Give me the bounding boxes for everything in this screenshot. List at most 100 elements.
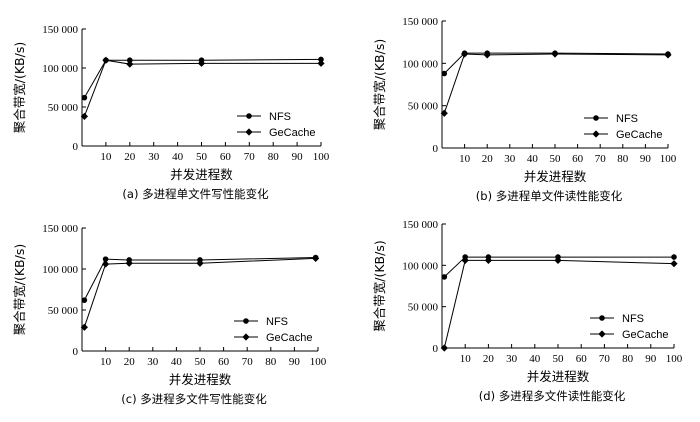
x-tick-label: 90 <box>292 151 304 163</box>
data-point-gecache <box>197 59 206 67</box>
legend-marker-nfs <box>593 115 599 121</box>
chart-panel-b: 0 50 000 100 000 150 000 10 20 30 40 50 60 70 80 90 1… <box>350 0 700 211</box>
x-tick-label: 100 <box>313 151 330 163</box>
data-point-gecache <box>317 59 325 67</box>
y-tick-label: 0 <box>73 346 79 358</box>
x-tick-label: 60 <box>218 356 230 368</box>
x-tick-label: 100 <box>660 153 677 165</box>
series-line-gecache <box>83 59 321 117</box>
data-point-gecache <box>126 60 134 68</box>
data-point-gecache <box>554 256 562 264</box>
x-tick-label: 20 <box>124 151 136 163</box>
data-point-gecache <box>80 323 88 331</box>
legend-label-gecache: GeCache <box>269 127 315 139</box>
x-tick-label: 40 <box>172 151 184 163</box>
x-tick-label: 30 <box>148 151 160 163</box>
y-tick-label: 100 000 <box>402 58 438 70</box>
x-tick-label: 10 <box>459 153 471 165</box>
data-point-gecache <box>664 51 672 59</box>
y-axis-label: 聚合带宽/(KB/s) <box>372 39 387 130</box>
x-tick-label: 10 <box>460 353 472 365</box>
chart-panel-d: 0 50 000 100 000 150 000 10 20 30 40 50 60 70 80 90 1… <box>350 211 700 422</box>
x-tick-label: 40 <box>529 353 541 365</box>
chart-panel-c: 0 50 000 100 000 150 000 10 20 30 40 50 60 70 80 90 1… <box>0 211 350 422</box>
legend-marker-nfs <box>246 113 252 119</box>
x-tick-label: 20 <box>483 353 495 365</box>
x-tick-label: 70 <box>244 151 256 163</box>
y-tick-label: 0 <box>73 141 79 153</box>
legend-marker-gecache <box>242 333 250 341</box>
x-tick-label: 50 <box>553 353 565 365</box>
legend-label-gecache: GeCache <box>616 129 662 141</box>
data-point-nfs <box>441 274 448 280</box>
data-point-gecache <box>80 112 88 120</box>
chart-caption: (b) 多进程单文件读性能变化 <box>476 189 623 203</box>
x-tick-label: 90 <box>640 153 652 165</box>
legend-marker-nfs <box>243 318 249 324</box>
legend-label-nfs: NFS <box>622 313 644 325</box>
data-point-gecache <box>483 51 491 59</box>
x-tick-label: 30 <box>147 356 159 368</box>
x-tick-label: 40 <box>527 153 539 165</box>
x-axis-label: 并发进程数 <box>524 169 587 184</box>
x-tick-label: 60 <box>576 353 588 365</box>
x-tick-label: 100 <box>666 353 683 365</box>
data-point-gecache <box>102 260 110 268</box>
y-tick-label: 100 000 <box>402 260 438 272</box>
x-tick-label: 80 <box>617 153 629 165</box>
x-tick-label: 10 <box>100 356 112 368</box>
chart-svg-c: 0 50 000 100 000 150 000 10 20 30 40 50 60 70 80 90 1… <box>12 223 327 406</box>
x-axis-label: 并发进程数 <box>169 372 232 387</box>
y-axis-label: 聚合带宽/(KB/s) <box>372 240 387 331</box>
x-tick-label: 50 <box>195 356 207 368</box>
series-line-gecache <box>443 53 669 114</box>
y-tick-label: 0 <box>433 143 439 155</box>
x-tick-label: 40 <box>171 356 183 368</box>
x-tick-label: 70 <box>599 353 611 365</box>
data-point-gecache <box>440 109 448 117</box>
x-tick-label: 50 <box>550 153 562 165</box>
data-point-gecache <box>312 254 320 262</box>
x-tick-label: 80 <box>265 356 277 368</box>
legend-label-nfs: NFS <box>616 113 638 125</box>
data-point-gecache <box>551 50 559 58</box>
legend-label-gecache: GeCache <box>266 332 312 344</box>
data-point-nfs <box>102 256 109 262</box>
y-tick-label: 100 000 <box>42 264 78 276</box>
x-tick-label: 20 <box>482 153 494 165</box>
legend-marker-gecache <box>598 330 606 338</box>
legend-label-nfs: NFS <box>266 316 288 328</box>
x-axis-label: 并发进程数 <box>527 369 590 384</box>
x-tick-label: 90 <box>645 353 657 365</box>
x-tick-label: 70 <box>595 153 607 165</box>
y-tick-label: 50 000 <box>408 302 439 314</box>
chart-caption: (d) 多进程多文件读性能变化 <box>479 389 626 403</box>
chart-caption: (a) 多进程单文件写性能变化 <box>122 187 269 201</box>
y-tick-label: 0 <box>433 343 439 355</box>
data-point-nfs <box>671 254 677 260</box>
y-tick-label: 50 000 <box>48 305 79 317</box>
y-axis-label: 聚合带宽/(KB/s) <box>12 42 27 133</box>
chart-caption: (c) 多进程多文件写性能变化 <box>121 392 267 406</box>
legend-marker-nfs <box>599 315 605 321</box>
data-point-nfs <box>81 94 88 101</box>
x-tick-label: 80 <box>622 353 634 365</box>
x-tick-label: 90 <box>289 356 301 368</box>
x-tick-label: 60 <box>220 151 232 163</box>
x-tick-label: 60 <box>572 153 584 165</box>
x-tick-label: 10 <box>100 151 112 163</box>
y-tick-label: 50 000 <box>48 102 79 114</box>
data-point-gecache <box>461 50 469 58</box>
y-tick-label: 100 000 <box>42 63 78 75</box>
x-tick-label: 80 <box>268 151 280 163</box>
y-tick-label: 150 000 <box>42 223 78 235</box>
x-tick-label: 20 <box>124 356 136 368</box>
chart-svg-b: 0 50 000 100 000 150 000 10 20 30 40 50 60 70 80 90 1… <box>372 16 677 203</box>
chart-panel-a: 0 50 000 100 000 150 000 10 20 30 40 50 60 70 80 90 1… <box>0 0 350 211</box>
data-point-nfs <box>81 297 88 303</box>
data-point-gecache <box>102 56 110 64</box>
x-axis-label: 并发进程数 <box>170 167 233 182</box>
x-tick-label: 30 <box>504 153 516 165</box>
legend-marker-gecache <box>592 130 600 138</box>
y-tick-label: 50 000 <box>408 101 439 113</box>
